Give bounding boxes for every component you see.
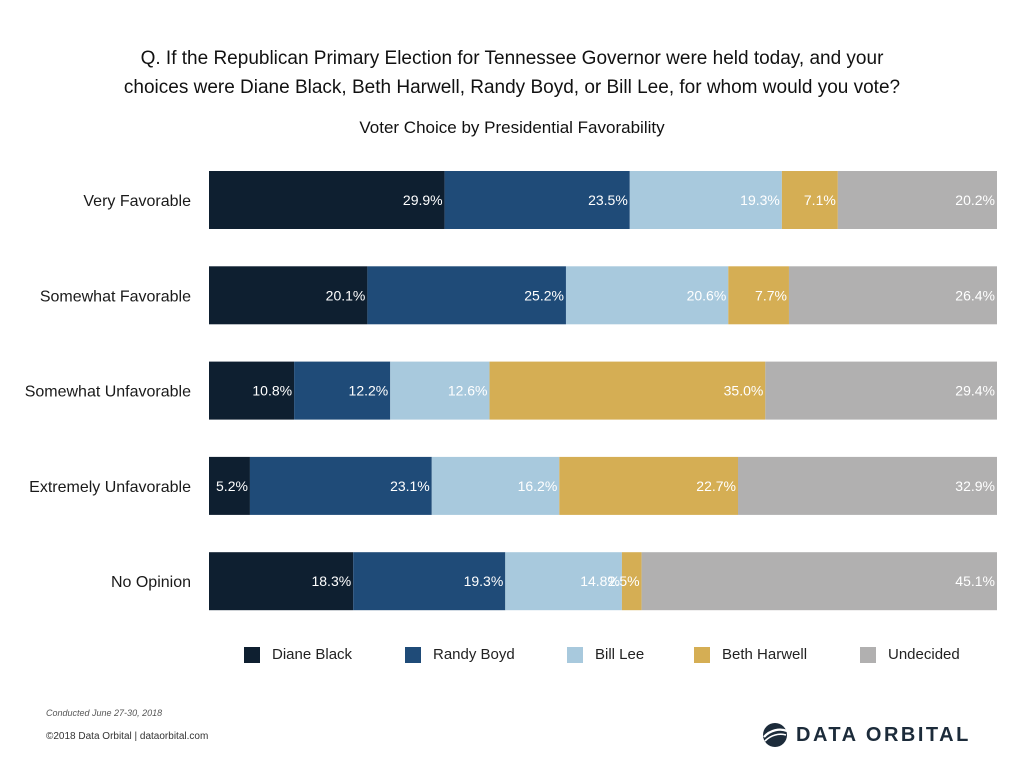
legend-label: Bill Lee bbox=[595, 646, 645, 663]
data-label-very-favorable-diane-black: 29.9% bbox=[403, 192, 443, 208]
bar-very-favorable-bill-lee bbox=[629, 171, 782, 229]
data-label-somewhat-favorable-undecided: 26.4% bbox=[955, 287, 995, 303]
legend-item-diane-black: Diane Black bbox=[244, 646, 352, 663]
data-label-very-favorable-bill-lee: 19.3% bbox=[740, 192, 780, 208]
legend-label: Randy Boyd bbox=[433, 646, 515, 663]
bar-somewhat-favorable-undecided bbox=[788, 266, 997, 325]
bar-somewhat-unfavorable-beth-harwell bbox=[489, 361, 766, 420]
bar-no-opinion-undecided bbox=[641, 552, 997, 611]
data-label-extremely-unfavorable-undecided: 32.9% bbox=[955, 478, 995, 494]
orbit-logo-icon bbox=[763, 723, 788, 747]
data-label-somewhat-unfavorable-diane-black: 10.8% bbox=[252, 383, 292, 399]
bar-no-opinion-randy-boyd bbox=[353, 552, 506, 611]
chart-title: Q. If the Republican Primary Election fo… bbox=[40, 44, 984, 102]
data-label-somewhat-favorable-randy-boyd: 25.2% bbox=[524, 287, 564, 303]
legend-item-randy-boyd: Randy Boyd bbox=[405, 646, 515, 663]
data-label-no-opinion-bill-lee: 14.8% bbox=[580, 573, 620, 589]
bar-somewhat-favorable-randy-boyd bbox=[367, 266, 566, 325]
bar-no-opinion-beth-harwell bbox=[621, 552, 642, 611]
legend-swatch bbox=[860, 646, 876, 663]
bar-extremely-unfavorable-diane-black bbox=[209, 456, 250, 515]
chart-subtitle: Voter Choice by Presidential Favorabilit… bbox=[359, 118, 665, 137]
legend-swatch bbox=[244, 646, 260, 663]
category-label-very-favorable: Very Favorable bbox=[83, 193, 191, 210]
data-label-somewhat-favorable-beth-harwell: 7.7% bbox=[755, 287, 787, 303]
logo-text: DATA ORBITAL bbox=[796, 723, 971, 746]
bar-very-favorable-diane-black bbox=[209, 171, 445, 229]
data-label-somewhat-unfavorable-undecided: 29.4% bbox=[955, 383, 995, 399]
category-label-somewhat-favorable: Somewhat Favorable bbox=[40, 288, 191, 305]
legend-label: Beth Harwell bbox=[722, 646, 808, 663]
legend-label: Diane Black bbox=[272, 646, 353, 663]
bar-extremely-unfavorable-beth-harwell bbox=[559, 456, 739, 515]
stacked-bar-chart: Very Favorable 29.9% 23.5% 19.3% 7.1% 20.2% So… bbox=[25, 171, 997, 611]
legend-item-bill-lee: Bill Lee bbox=[567, 646, 644, 663]
data-label-somewhat-unfavorable-bill-lee: 12.6% bbox=[448, 383, 488, 399]
copyright-note: ©2018 Data Orbital | dataorbital.com bbox=[46, 731, 209, 742]
data-label-very-favorable-undecided: 20.2% bbox=[955, 192, 995, 208]
data-orbital-logo: DATA ORBITAL bbox=[762, 722, 971, 748]
chart-title-line-1: Q. If the Republican Primary Election fo… bbox=[140, 48, 884, 69]
category-label-somewhat-unfavorable: Somewhat Unfavorable bbox=[25, 384, 191, 401]
survey-date-note: Conducted June 27-30, 2018 bbox=[46, 708, 163, 718]
data-label-somewhat-unfavorable-beth-harwell: 35.0% bbox=[724, 383, 764, 399]
chart-title-line-2: choices were Diane Black, Beth Harwell, … bbox=[123, 77, 901, 98]
bar-very-favorable-randy-boyd bbox=[444, 171, 630, 229]
data-label-no-opinion-diane-black: 18.3% bbox=[311, 573, 351, 589]
data-label-very-favorable-beth-harwell: 7.1% bbox=[804, 192, 836, 208]
bar-very-favorable-undecided bbox=[837, 171, 997, 229]
bar-no-opinion-bill-lee bbox=[505, 552, 622, 611]
bar-somewhat-unfavorable-bill-lee bbox=[390, 361, 490, 420]
bar-somewhat-unfavorable-undecided bbox=[765, 361, 997, 420]
data-label-extremely-unfavorable-diane-black: 5.2% bbox=[216, 478, 248, 494]
bar-somewhat-unfavorable-randy-boyd bbox=[294, 361, 391, 420]
legend-item-beth-harwell: Beth Harwell bbox=[694, 646, 807, 663]
data-label-somewhat-favorable-diane-black: 20.1% bbox=[326, 287, 366, 303]
data-label-somewhat-unfavorable-randy-boyd: 12.2% bbox=[349, 383, 389, 399]
bar-very-favorable-beth-harwell bbox=[781, 171, 838, 229]
bar-somewhat-favorable-bill-lee bbox=[565, 266, 729, 325]
legend-item-undecided: Undecided bbox=[860, 646, 960, 663]
data-label-somewhat-favorable-bill-lee: 20.6% bbox=[687, 287, 727, 303]
data-label-no-opinion-beth-harwell: 2.5% bbox=[608, 573, 640, 589]
data-label-extremely-unfavorable-randy-boyd: 23.1% bbox=[390, 478, 430, 494]
bar-extremely-unfavorable-bill-lee bbox=[431, 456, 560, 515]
bar-somewhat-favorable-beth-harwell bbox=[728, 266, 789, 325]
data-label-extremely-unfavorable-bill-lee: 16.2% bbox=[518, 478, 558, 494]
bar-somewhat-favorable-diane-black bbox=[209, 266, 368, 325]
bar-somewhat-unfavorable-diane-black bbox=[209, 361, 295, 420]
bar-extremely-unfavorable-undecided bbox=[738, 456, 997, 515]
bar-extremely-unfavorable-randy-boyd bbox=[249, 456, 432, 515]
category-label-no-opinion: No Opinion bbox=[111, 574, 191, 591]
data-label-extremely-unfavorable-beth-harwell: 22.7% bbox=[696, 478, 736, 494]
data-label-very-favorable-randy-boyd: 23.5% bbox=[588, 192, 628, 208]
legend-swatch bbox=[694, 646, 710, 663]
category-label-extremely-unfavorable: Extremely Unfavorable bbox=[29, 479, 191, 496]
legend-swatch bbox=[405, 646, 421, 663]
data-label-no-opinion-randy-boyd: 19.3% bbox=[464, 573, 504, 589]
legend-swatch bbox=[567, 646, 583, 663]
data-label-no-opinion-undecided: 45.1% bbox=[955, 573, 995, 589]
chart-legend: Diane Black Randy Boyd Bill Lee Beth Har… bbox=[0, 646, 1024, 666]
legend-label: Undecided bbox=[888, 646, 960, 663]
bar-no-opinion-diane-black bbox=[209, 552, 354, 611]
